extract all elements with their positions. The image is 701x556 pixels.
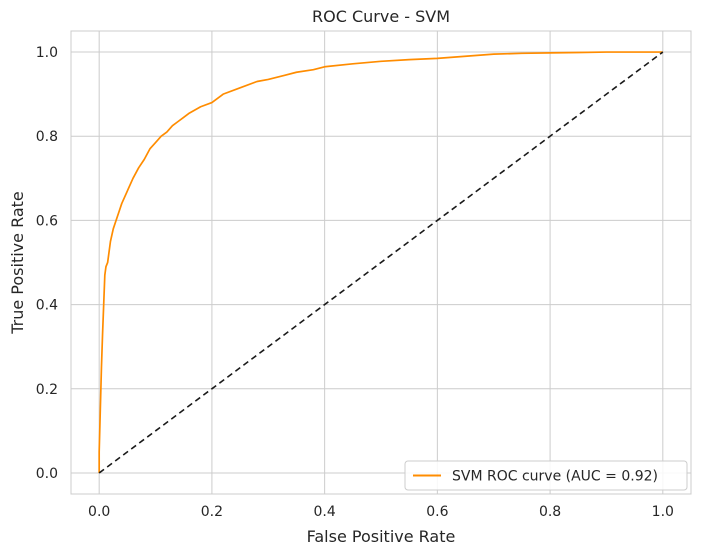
series-layer (98, 51, 664, 474)
legend: SVM ROC curve (AUC = 0.92) (404, 460, 688, 491)
legend-label-svm: SVM ROC curve (AUC = 0.92) (452, 469, 658, 485)
y-tick-label: 0.8 (36, 129, 58, 145)
x-tick-label: 0.2 (201, 504, 223, 520)
y-tick-label: 0.4 (36, 298, 58, 314)
grid (71, 31, 691, 494)
chance-diagonal-line (98, 51, 664, 474)
y-tick-label: 0.0 (36, 466, 58, 482)
y-tick-label: 1.0 (36, 45, 58, 61)
y-axis-label: True Positive Rate (8, 191, 27, 335)
plot-area-frame (70, 30, 692, 495)
x-tick-label: 0.8 (539, 504, 561, 520)
x-tick-label: 1.0 (652, 504, 674, 520)
y-tick-label: 0.2 (36, 382, 58, 398)
x-axis-ticks: 0.0 0.2 0.4 0.6 0.8 1.0 (88, 504, 674, 520)
y-tick-label: 0.6 (36, 213, 58, 229)
x-tick-label: 0.6 (426, 504, 448, 520)
x-axis-label: False Positive Rate (307, 527, 456, 546)
roc-curve-line (98, 51, 663, 473)
y-axis-ticks: 0.0 0.2 0.4 0.6 0.8 1.0 (36, 45, 58, 482)
x-tick-label: 0.4 (314, 504, 336, 520)
x-tick-label: 0.0 (88, 504, 110, 520)
legend-box (404, 460, 688, 491)
chart-title: ROC Curve - SVM (312, 7, 450, 26)
